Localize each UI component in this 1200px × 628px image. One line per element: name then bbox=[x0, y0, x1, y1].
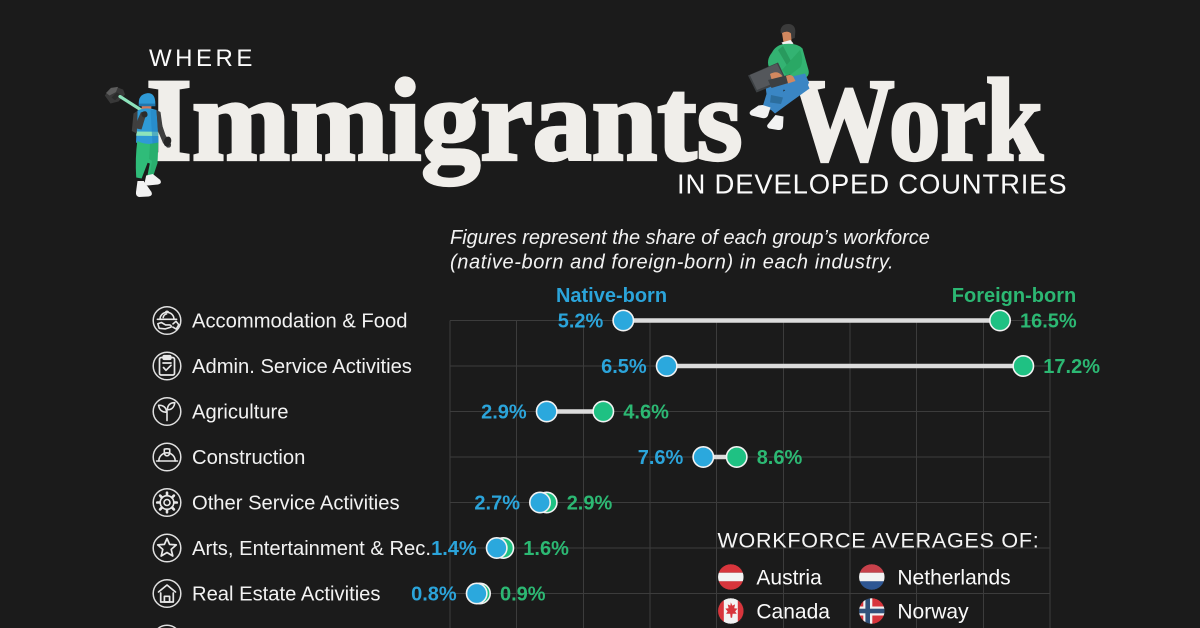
svg-text:5.2%: 5.2% bbox=[558, 311, 604, 333]
svg-text:Work: Work bbox=[792, 55, 1043, 186]
svg-text:Accommodation & Food: Accommodation & Food bbox=[192, 311, 407, 333]
svg-text:Austria: Austria bbox=[756, 567, 822, 590]
svg-text:2.9%: 2.9% bbox=[481, 402, 527, 424]
svg-text:0.9%: 0.9% bbox=[500, 584, 546, 606]
svg-text:WHERE: WHERE bbox=[149, 45, 256, 72]
svg-text:6.5%: 6.5% bbox=[601, 356, 647, 378]
svg-text:Foreign-born: Foreign-born bbox=[952, 285, 1076, 307]
svg-text:Arts, Entertainment & Rec.: Arts, Entertainment & Rec. bbox=[192, 538, 431, 560]
svg-text:Construction: Construction bbox=[192, 447, 305, 469]
svg-text:Other Service Activities: Other Service Activities bbox=[192, 493, 400, 515]
svg-text:Real Estate Activities: Real Estate Activities bbox=[192, 584, 381, 606]
svg-text:Canada: Canada bbox=[756, 601, 830, 624]
svg-text:0.8%: 0.8% bbox=[411, 584, 457, 606]
svg-text:IN DEVELOPED COUNTRIES: IN DEVELOPED COUNTRIES bbox=[677, 169, 1067, 200]
svg-text:17.2%: 17.2% bbox=[1043, 356, 1100, 378]
svg-text:2.9%: 2.9% bbox=[567, 493, 613, 515]
svg-text:7.6%: 7.6% bbox=[638, 447, 684, 469]
svg-text:16.5%: 16.5% bbox=[1020, 311, 1077, 333]
svg-text:1.4%: 1.4% bbox=[431, 538, 477, 560]
svg-text:8.6%: 8.6% bbox=[757, 447, 803, 469]
svg-text:Agriculture: Agriculture bbox=[192, 402, 289, 424]
svg-text:4.6%: 4.6% bbox=[623, 402, 669, 424]
svg-text:Admin. Service Activities: Admin. Service Activities bbox=[192, 356, 412, 378]
svg-text:Immigrants: Immigrants bbox=[146, 55, 743, 186]
svg-text:Native-born: Native-born bbox=[556, 285, 667, 307]
svg-text:WORKFORCE AVERAGES OF:: WORKFORCE AVERAGES OF: bbox=[718, 529, 1040, 553]
svg-text:Figures represent the share of: Figures represent the share of each grou… bbox=[450, 227, 930, 249]
svg-text:(native-born and foreign-born): (native-born and foreign-born) in each i… bbox=[450, 252, 894, 274]
svg-text:2.7%: 2.7% bbox=[474, 493, 520, 515]
svg-text:1.6%: 1.6% bbox=[523, 538, 569, 560]
svg-text:Norway: Norway bbox=[897, 601, 969, 624]
svg-text:Netherlands: Netherlands bbox=[897, 567, 1010, 590]
